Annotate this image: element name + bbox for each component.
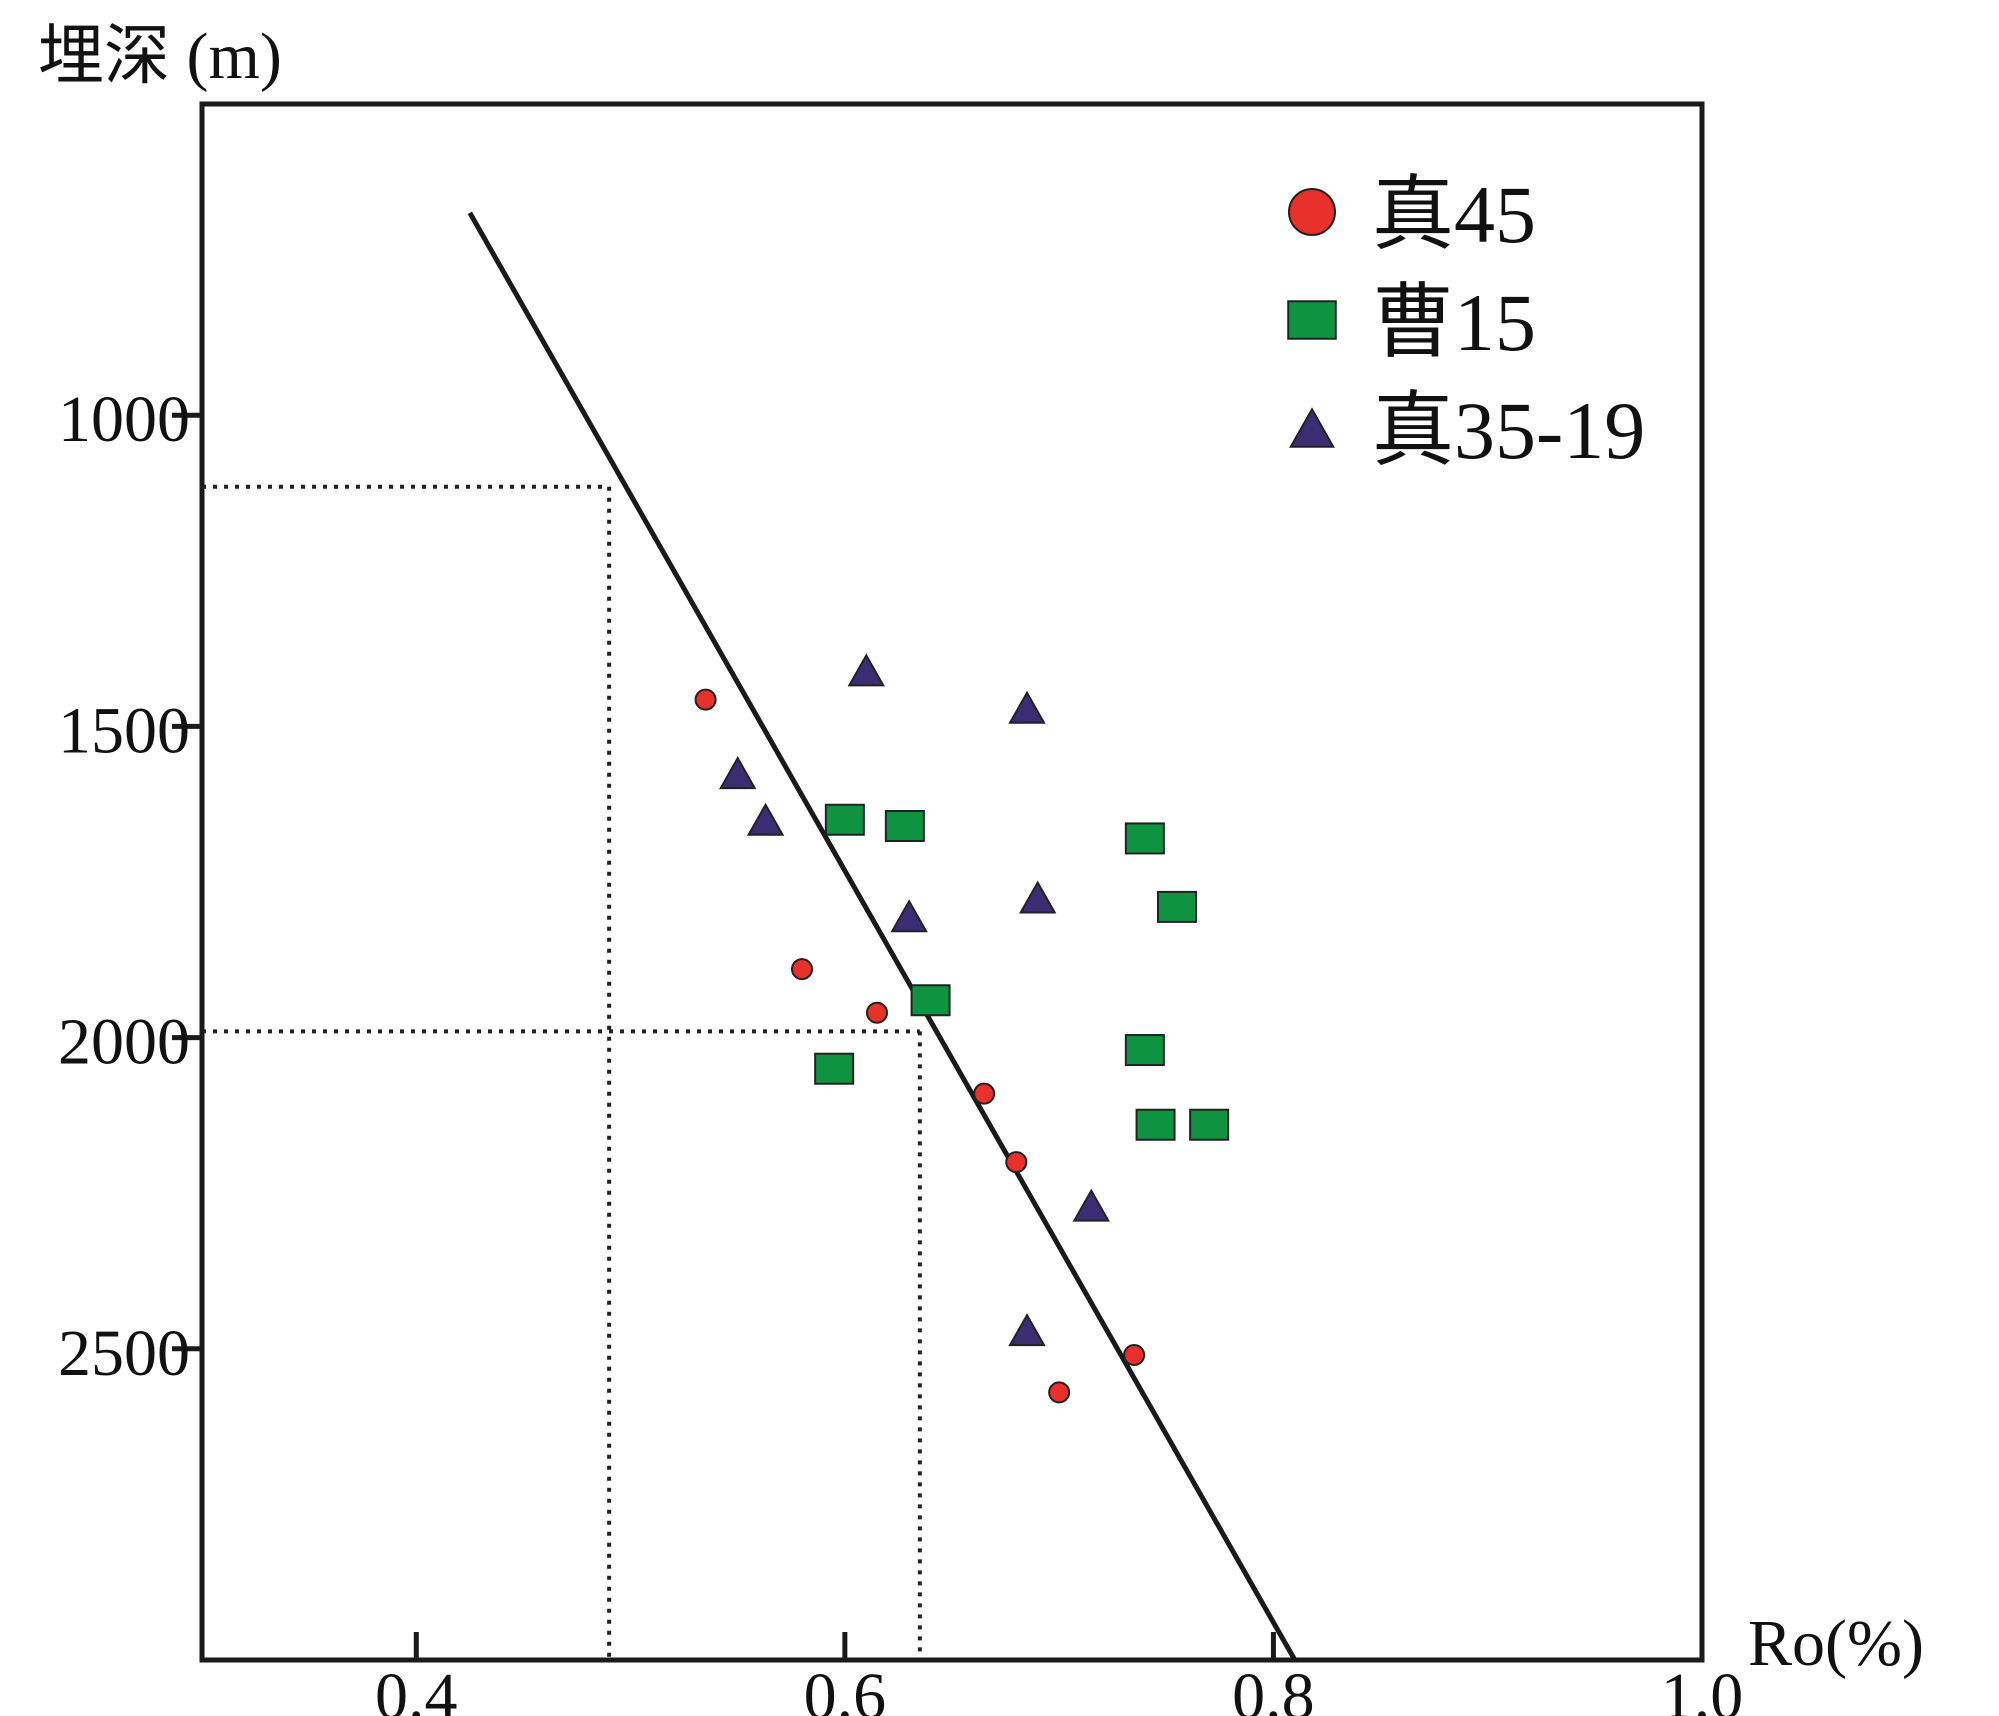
data-point-circle — [866, 1001, 888, 1024]
y-tick-label: 1000 — [58, 383, 190, 456]
x-axis-ticks: 0.4 0.6 0.8 1.0 — [375, 1632, 1743, 1716]
data-point-square — [824, 803, 865, 836]
data-point-triangle — [746, 802, 785, 836]
y-axis-ticks: 1000 1500 2000 2500 — [58, 383, 202, 1390]
trend-line-group — [467, 211, 1298, 1662]
legend: 真45 曹15 真35-19 — [1287, 169, 1645, 476]
data-point-triangle — [1008, 690, 1046, 724]
data-point-triangle — [718, 756, 757, 790]
legend-marker-circle — [1288, 188, 1336, 236]
legend-marker-triangle — [1289, 407, 1335, 448]
data-point-circle — [1048, 1381, 1071, 1404]
data-point-square — [1135, 1108, 1176, 1141]
data-point-circle — [694, 688, 717, 711]
data-point-square — [1124, 822, 1165, 855]
data-point-circle — [973, 1082, 996, 1105]
data-point-square — [884, 809, 925, 842]
data-point-triangle — [1008, 1313, 1046, 1347]
trend-line — [467, 211, 1298, 1662]
data-point-triangle — [890, 899, 928, 933]
reference-lines — [202, 484, 922, 1660]
data-point-triangle — [847, 653, 886, 687]
data-point-square — [1124, 1034, 1165, 1067]
data-point-square — [1157, 890, 1197, 923]
data-point-triangle — [1072, 1188, 1111, 1222]
y-tick-label: 1500 — [58, 694, 190, 767]
y-tick-label: 2000 — [58, 1006, 190, 1079]
data-point-triangle — [1018, 880, 1057, 914]
data-point-square — [814, 1052, 855, 1085]
x-tick-label: 0.8 — [1232, 1660, 1315, 1716]
data-point-square — [1189, 1108, 1230, 1141]
x-tick-label: 0.4 — [375, 1660, 458, 1716]
data-point-square — [910, 984, 951, 1017]
data-point-circle — [1123, 1344, 1146, 1367]
data-point-circle — [791, 958, 813, 981]
legend-marker-square — [1287, 300, 1337, 340]
legend-label: 真35-19 — [1372, 385, 1645, 476]
x-tick-label: 0.6 — [804, 1660, 887, 1716]
data-points — [694, 653, 1230, 1404]
data-point-circle — [1005, 1151, 1028, 1174]
y-axis-title: 埋深 (m) — [38, 20, 282, 93]
x-axis-title: Ro(%) — [1748, 1607, 1924, 1680]
legend-label: 真45 — [1372, 169, 1536, 260]
y-tick-label: 2500 — [58, 1317, 190, 1390]
x-tick-label: 1.0 — [1661, 1660, 1744, 1716]
plot-frame — [199, 101, 1705, 1663]
legend-label: 曹15 — [1372, 277, 1536, 368]
